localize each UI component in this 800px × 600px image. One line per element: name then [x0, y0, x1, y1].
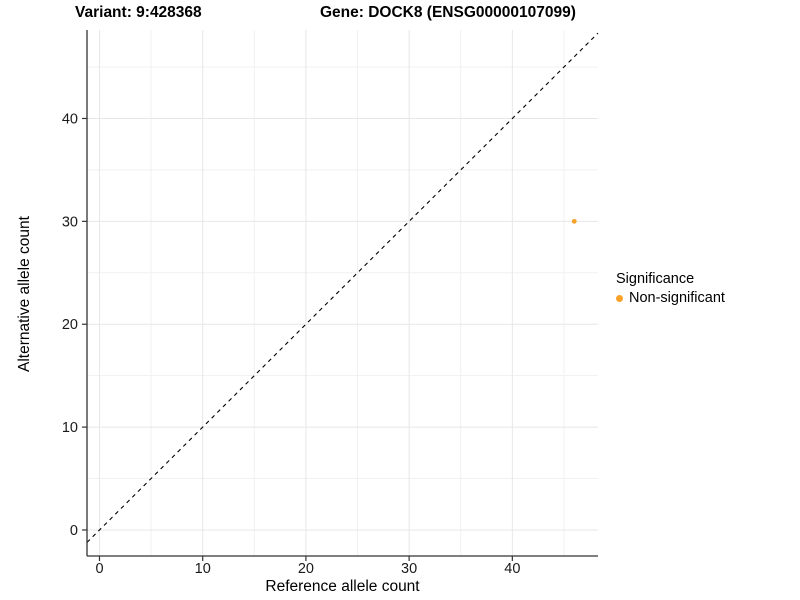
y-tick-label: 20 — [62, 317, 78, 333]
gene-title: Gene: DOCK8 (ENSG00000107099) — [320, 4, 576, 21]
identity-line — [86, 32, 599, 543]
x-tick-label: 0 — [95, 561, 103, 577]
x-tick-label: 10 — [195, 561, 211, 577]
legend-dot-icon — [616, 294, 623, 302]
variant-title: Variant: 9:428368 — [75, 4, 202, 21]
legend-entry: Non-significant — [616, 290, 725, 306]
y-tick-label: 30 — [62, 214, 78, 230]
y-tick-label: 40 — [62, 111, 78, 127]
x-tick-label: 20 — [298, 561, 314, 577]
legend-entry-label: Non-significant — [629, 290, 725, 306]
data-point — [571, 218, 577, 224]
legend: Significance Non-significant — [616, 271, 725, 306]
y-axis-title: Alternative allele count — [16, 216, 33, 372]
y-tick-label: 0 — [70, 523, 78, 539]
legend-title: Significance — [616, 271, 695, 287]
x-tick-label: 40 — [504, 561, 520, 577]
x-axis-title: Reference allele count — [265, 578, 420, 595]
x-tick-label: 30 — [401, 561, 417, 577]
y-tick-label: 10 — [62, 420, 78, 436]
